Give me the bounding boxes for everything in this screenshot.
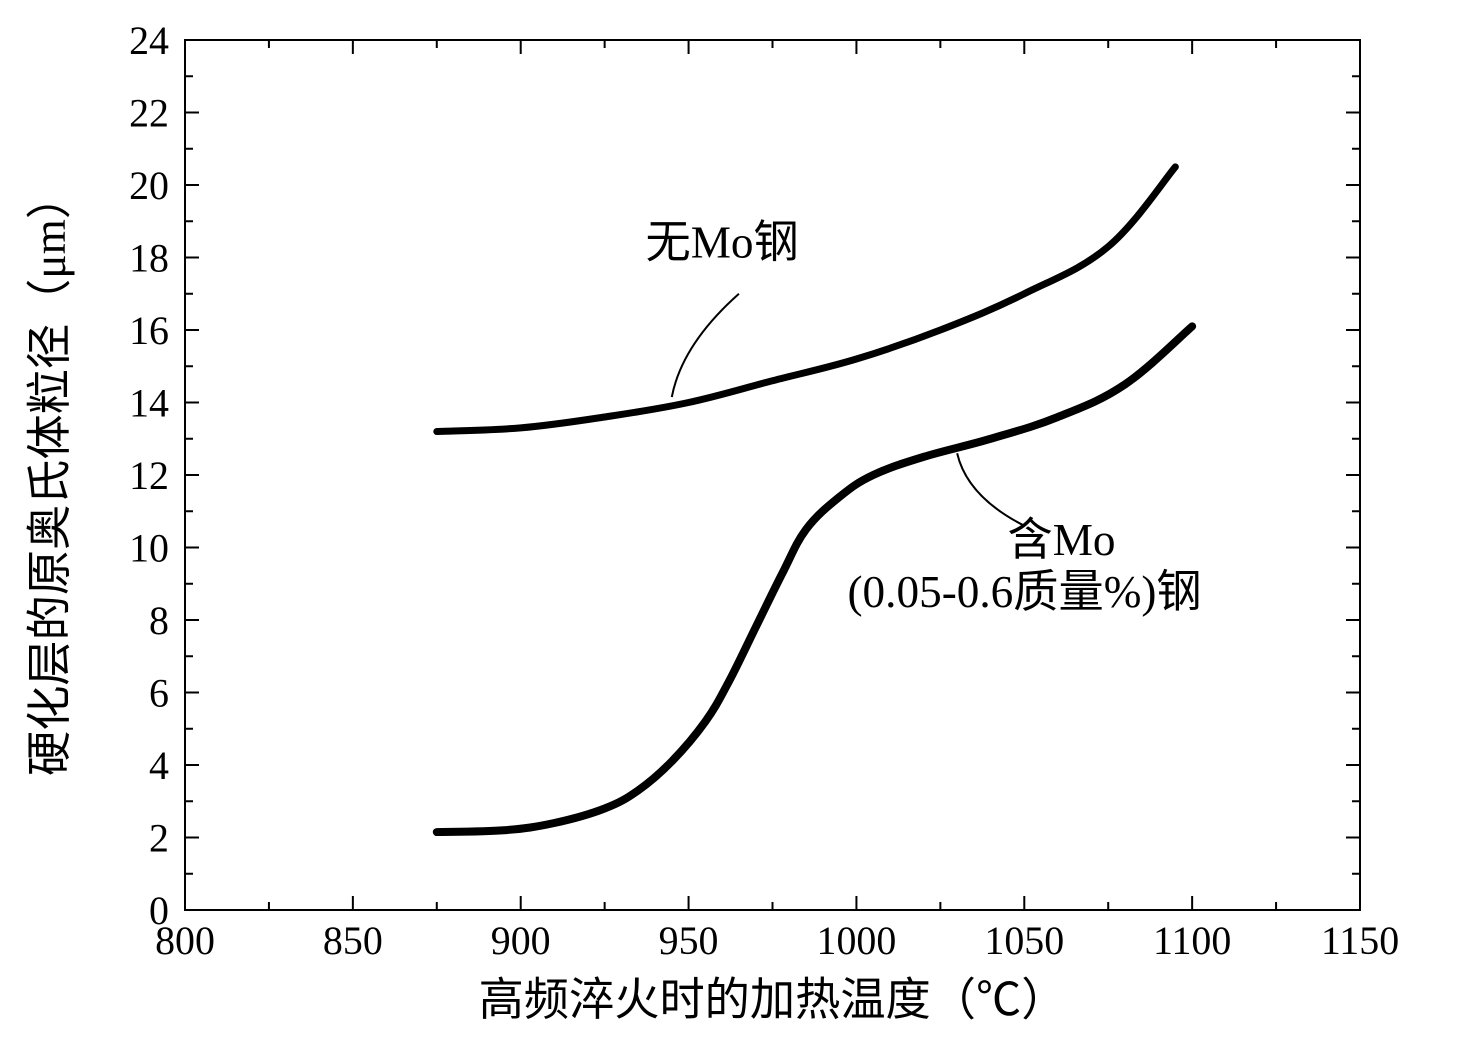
y-tick-label: 16 (129, 308, 169, 353)
label-noMo: 无Mo钢 (646, 218, 799, 268)
leader-noMo (672, 294, 739, 397)
label-withMo: 含Mo(0.05-0.6质量%)钢 (848, 515, 1202, 617)
y-tick-label: 12 (129, 453, 169, 498)
y-tick-label: 18 (129, 236, 169, 281)
x-tick-label: 1050 (984, 918, 1064, 963)
y-tick-label: 0 (149, 888, 169, 933)
x-tick-label: 850 (323, 918, 383, 963)
chart-svg: 8008509009501000105011001150024681012141… (0, 0, 1459, 1055)
curve-noMo (437, 167, 1176, 432)
x-tick-label: 1000 (817, 918, 897, 963)
y-tick-label: 14 (129, 381, 169, 426)
x-axis-title: 高频淬火时的加热温度（℃） (479, 975, 1067, 1025)
y-tick-label: 2 (149, 816, 169, 861)
y-tick-label: 10 (129, 526, 169, 571)
plot-frame (185, 40, 1360, 910)
y-axis-title: 硬化层的原奥氏体粒径（μm） (25, 174, 75, 776)
chart-canvas: 8008509009501000105011001150024681012141… (0, 0, 1459, 1055)
y-tick-label: 24 (129, 18, 169, 63)
y-tick-label: 6 (149, 671, 169, 716)
y-tick-label: 4 (149, 743, 169, 788)
x-tick-label: 950 (659, 918, 719, 963)
y-tick-label: 8 (149, 598, 169, 643)
x-tick-label: 1100 (1153, 918, 1231, 963)
y-tick-label: 22 (129, 91, 169, 136)
x-tick-label: 1150 (1321, 918, 1399, 963)
x-tick-label: 900 (491, 918, 551, 963)
y-tick-label: 20 (129, 163, 169, 208)
